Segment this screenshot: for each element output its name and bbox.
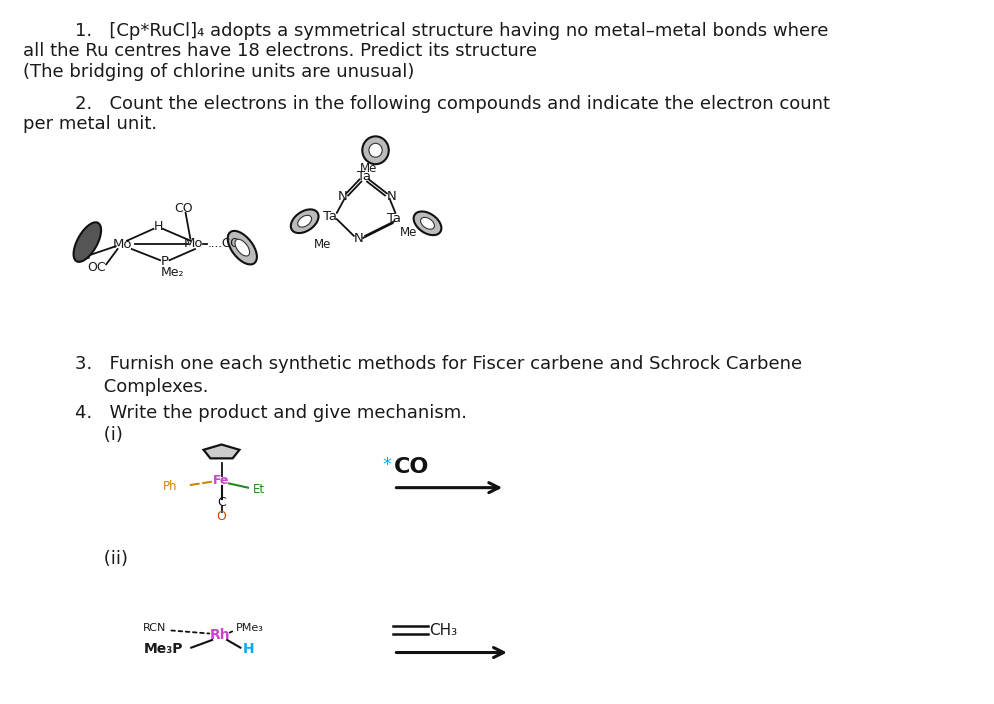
Text: P: P xyxy=(161,255,169,268)
Text: H: H xyxy=(243,642,254,656)
Text: H: H xyxy=(153,220,163,233)
Text: all the Ru centres have 18 electrons. Predict its structure: all the Ru centres have 18 electrons. Pr… xyxy=(23,42,537,61)
Text: CO: CO xyxy=(174,202,193,215)
Ellipse shape xyxy=(362,137,389,164)
Text: N: N xyxy=(353,232,363,245)
Text: *: * xyxy=(383,455,392,474)
Ellipse shape xyxy=(235,239,249,256)
Text: 4.   Write the product and give mechanism.: 4. Write the product and give mechanism. xyxy=(75,404,466,422)
Text: per metal unit.: per metal unit. xyxy=(23,115,157,134)
Text: C: C xyxy=(217,496,226,510)
Text: 2.   Count the electrons in the following compounds and indicate the electron co: 2. Count the electrons in the following … xyxy=(75,94,829,113)
Text: Me₂: Me₂ xyxy=(160,266,184,279)
Text: Ph: Ph xyxy=(162,480,177,494)
Text: Ta: Ta xyxy=(357,170,371,183)
Text: RCN: RCN xyxy=(143,623,167,633)
Text: CH₃: CH₃ xyxy=(429,623,457,638)
Text: Mo: Mo xyxy=(183,237,203,250)
Text: (The bridging of chlorine units are unusual): (The bridging of chlorine units are unus… xyxy=(23,63,414,81)
Text: Complexes.: Complexes. xyxy=(75,378,209,396)
Text: (i): (i) xyxy=(75,427,123,444)
Ellipse shape xyxy=(74,222,101,262)
Text: ....CO: ....CO xyxy=(207,237,240,250)
Text: Me: Me xyxy=(359,162,377,175)
Ellipse shape xyxy=(297,215,311,227)
Text: OC: OC xyxy=(87,260,106,274)
Text: 1.   [Cp*RuCl]₄ adopts a symmetrical structure having no metal–metal bonds where: 1. [Cp*RuCl]₄ adopts a symmetrical struc… xyxy=(75,22,828,39)
Text: O: O xyxy=(217,510,227,522)
Text: 3.   Furnish one each synthetic methods for Fiscer carbene and Schrock Carbene: 3. Furnish one each synthetic methods fo… xyxy=(75,356,801,374)
Ellipse shape xyxy=(228,231,256,265)
Text: Ta: Ta xyxy=(323,210,337,223)
Text: Rh: Rh xyxy=(209,628,230,642)
Text: CO: CO xyxy=(393,457,428,477)
Text: N: N xyxy=(337,190,347,203)
Text: Me: Me xyxy=(314,238,331,251)
Text: Me₃P: Me₃P xyxy=(144,642,184,656)
Text: N: N xyxy=(387,190,396,203)
Text: Et: Et xyxy=(252,482,264,496)
Text: Fe: Fe xyxy=(213,474,230,487)
Text: PMe₃: PMe₃ xyxy=(236,623,263,633)
Ellipse shape xyxy=(414,211,441,235)
Text: (ii): (ii) xyxy=(75,551,128,568)
Ellipse shape xyxy=(420,218,434,230)
Polygon shape xyxy=(204,444,240,458)
Ellipse shape xyxy=(369,144,382,157)
Text: Me: Me xyxy=(400,226,416,239)
Ellipse shape xyxy=(290,209,318,233)
Text: Mo: Mo xyxy=(112,238,132,251)
Text: Ta: Ta xyxy=(387,212,401,225)
Text: OC: OC xyxy=(73,249,90,263)
